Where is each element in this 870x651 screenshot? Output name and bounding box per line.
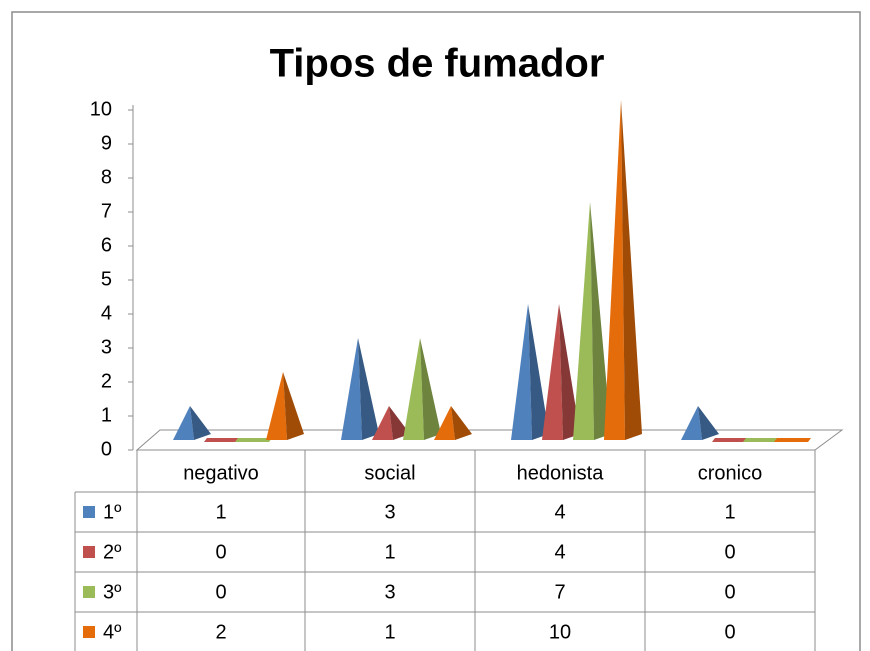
legend-swatch (83, 626, 95, 638)
chart-frame (11, 11, 861, 651)
legend-swatch (83, 506, 95, 518)
legend-label: 4º (103, 621, 122, 643)
y-tick-label: 6 (101, 234, 112, 256)
pyramid-side (590, 202, 611, 440)
table-cell: 10 (549, 621, 571, 643)
pyramid-face (434, 406, 455, 440)
table-cell: 0 (724, 581, 735, 603)
pyramid (403, 338, 441, 440)
pyramid-side (621, 100, 642, 440)
pyramid (266, 372, 304, 440)
pyramid-face (266, 372, 287, 440)
y-tick-label: 1 (101, 404, 112, 426)
legend-swatch (83, 586, 95, 598)
pyramid (573, 202, 611, 440)
pyramid (235, 438, 272, 442)
pyramid-face (542, 304, 563, 440)
pyramid-face (511, 304, 532, 440)
pyramid (511, 304, 549, 440)
table-cell: 3 (384, 581, 395, 603)
y-tick-label: 10 (90, 98, 112, 120)
table-cell: 1 (724, 501, 735, 523)
y-tick-label: 4 (101, 302, 112, 324)
pyramid-face (173, 406, 194, 440)
pyramid-face (372, 406, 393, 440)
pyramid (743, 438, 780, 442)
pyramid-side (698, 406, 719, 440)
y-tick-label: 3 (101, 336, 112, 358)
table-cell: 1 (384, 541, 395, 563)
table-cell: 1 (215, 501, 226, 523)
pyramid (341, 338, 379, 440)
pyramid-side (420, 338, 441, 440)
chart-title: Tipos de fumador (270, 42, 605, 86)
table-cell: 4 (554, 541, 565, 563)
pyramid-face (573, 202, 594, 440)
pyramid (604, 100, 642, 440)
pyramid-side (358, 338, 379, 440)
table-cell: 4 (554, 501, 565, 523)
y-tick-label: 2 (101, 370, 112, 392)
x-tick-label: social (364, 462, 415, 484)
table-cell: 0 (215, 541, 226, 563)
y-tick-label: 0 (101, 438, 112, 460)
y-tick-label: 7 (101, 200, 112, 222)
pyramid (434, 406, 472, 440)
y-tick-label: 9 (101, 132, 112, 154)
legend-label: 3º (103, 581, 122, 603)
table-cell: 0 (724, 541, 735, 563)
pyramid (542, 304, 580, 440)
table-cell: 1 (384, 621, 395, 643)
table-cell: 7 (554, 581, 565, 603)
pyramid-side (190, 406, 211, 440)
pyramid (774, 438, 811, 442)
table-cell: 3 (384, 501, 395, 523)
pyramid-side (528, 304, 549, 440)
table-cell: 0 (724, 621, 735, 643)
pyramid (173, 406, 211, 440)
pyramid-side (559, 304, 580, 440)
x-tick-label: negativo (183, 462, 259, 484)
pyramid-face (403, 338, 424, 440)
pyramid (681, 406, 719, 440)
pyramid (712, 438, 749, 442)
pyramid-face (341, 338, 362, 440)
table-cell: 2 (215, 621, 226, 643)
y-tick-label: 5 (101, 268, 112, 290)
pyramid-face (681, 406, 702, 440)
pyramid (204, 438, 241, 442)
legend-label: 1º (103, 501, 122, 523)
legend-swatch (83, 546, 95, 558)
y-tick-label: 8 (101, 166, 112, 188)
pyramid-face (604, 100, 625, 440)
x-tick-label: cronico (698, 462, 762, 484)
floor (135, 429, 844, 451)
table-cell: 0 (215, 581, 226, 603)
x-tick-label: hedonista (517, 462, 605, 484)
legend-label: 2º (103, 541, 122, 563)
pyramid-side (451, 406, 472, 440)
pyramid-side (283, 372, 304, 440)
